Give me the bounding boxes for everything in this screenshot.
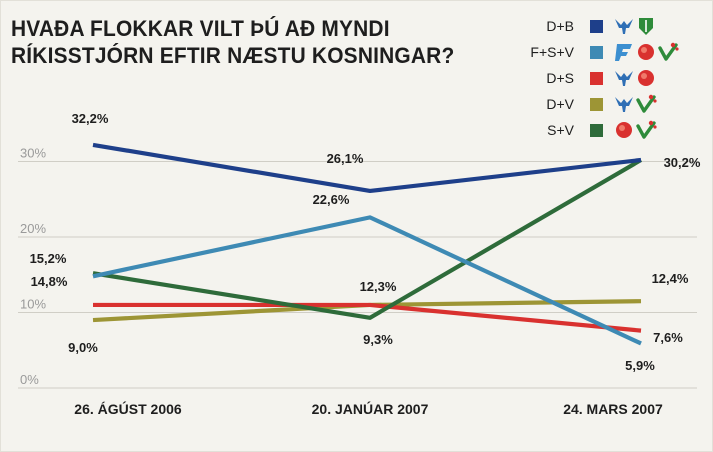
rose-icon (638, 70, 654, 86)
data-label-D+S: 7,6% (653, 330, 683, 345)
legend-label-D+S: D+S (546, 70, 574, 86)
legend-swatch-S+V (590, 124, 603, 137)
series-line-S+V (92, 158, 643, 320)
data-label-D+B: 30,2% (664, 155, 701, 170)
legend-swatch-D+S (590, 72, 603, 85)
series-line-F+S+V (92, 215, 642, 346)
legend-swatch-F+S+V (590, 46, 603, 59)
legend-label-F+S+V: F+S+V (530, 44, 574, 60)
data-label-D+S: 12,3% (360, 279, 397, 294)
x-tick-label: 26. ÁGÚST 2006 (74, 400, 182, 417)
data-label-D+B: 26,1% (327, 151, 364, 166)
falcon-icon (615, 97, 633, 112)
chart-title-line-2: RÍKISSTJÓRN EFTIR NÆSTU KOSNINGAR? (11, 43, 455, 68)
data-label-F+S+V: 22,6% (313, 192, 350, 207)
data-label-D+V: 9,0% (68, 340, 98, 355)
f-party-icon (615, 44, 632, 61)
y-tick-label: 30% (20, 146, 46, 161)
rose-icon (616, 122, 632, 138)
y-tick-label: 10% (20, 297, 46, 312)
series-line-D+B (92, 142, 642, 194)
rose-icon (638, 44, 654, 60)
legend-label-D+V: D+V (546, 96, 574, 112)
x-tick-label: 20. JANÚAR 2007 (312, 400, 429, 417)
legend-swatch-D+V (590, 98, 603, 111)
data-label-D+B: 32,2% (72, 111, 109, 126)
x-tick-label: 24. MARS 2007 (563, 401, 663, 417)
falcon-icon (615, 19, 633, 34)
vg-icon (636, 120, 657, 139)
data-label-D+V: 12,4% (652, 271, 689, 286)
series-line-D+S (93, 302, 642, 333)
vg-icon (658, 42, 679, 61)
legend-swatch-D+B (590, 20, 603, 33)
data-label-S+V: 9,3% (363, 332, 393, 347)
y-tick-label: 0% (20, 372, 39, 387)
clover-icon (639, 18, 653, 35)
falcon-icon (615, 71, 633, 86)
data-label-S+V: 15,2% (30, 251, 67, 266)
legend-label-S+V: S+V (547, 122, 575, 138)
data-label-F+S+V: 14,8% (31, 274, 68, 289)
legend-label-D+B: D+B (546, 18, 574, 34)
y-tick-label: 20% (20, 221, 46, 236)
chart-title: HVAÐA FLOKKAR VILT ÞÚ AÐ MYNDI RÍKISSTJÓ… (11, 15, 495, 69)
chart-title-line-1: HVAÐA FLOKKAR VILT ÞÚ AÐ MYNDI (11, 16, 390, 41)
data-label-F+S+V: 5,9% (625, 358, 655, 373)
vg-icon (636, 94, 657, 113)
